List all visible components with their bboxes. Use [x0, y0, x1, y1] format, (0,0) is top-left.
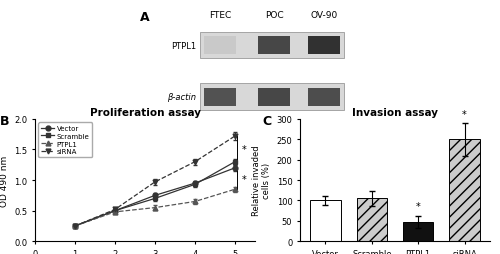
Text: *: * — [462, 109, 467, 119]
Bar — [308, 88, 340, 106]
Text: OV-90: OV-90 — [310, 11, 338, 20]
Bar — [310, 201, 340, 241]
Title: Invasion assay: Invasion assay — [352, 107, 438, 117]
Bar — [204, 88, 236, 106]
Y-axis label: Relative invaded
cells (%): Relative invaded cells (%) — [252, 145, 271, 215]
Y-axis label: OD 490 nm: OD 490 nm — [0, 155, 8, 206]
Bar — [200, 84, 344, 110]
Text: C: C — [262, 115, 271, 128]
Bar — [200, 33, 344, 59]
Text: POC: POC — [264, 11, 283, 20]
Text: β-actin: β-actin — [167, 93, 196, 102]
Bar — [450, 140, 480, 241]
Text: *: * — [242, 174, 246, 184]
Bar — [258, 37, 290, 55]
Text: A: A — [140, 11, 149, 24]
Text: *: * — [242, 144, 246, 154]
Text: B: B — [0, 115, 10, 128]
Text: *: * — [416, 202, 420, 212]
Title: Proliferation assay: Proliferation assay — [90, 107, 200, 117]
Bar — [204, 37, 236, 55]
Text: FTEC: FTEC — [209, 11, 231, 20]
Bar — [258, 88, 290, 106]
Text: PTPL1: PTPL1 — [171, 41, 196, 50]
Legend: Vector, Scramble, PTPL1, siRNA: Vector, Scramble, PTPL1, siRNA — [38, 123, 92, 157]
Bar — [357, 199, 387, 241]
Bar — [403, 222, 433, 241]
Bar — [308, 37, 340, 55]
